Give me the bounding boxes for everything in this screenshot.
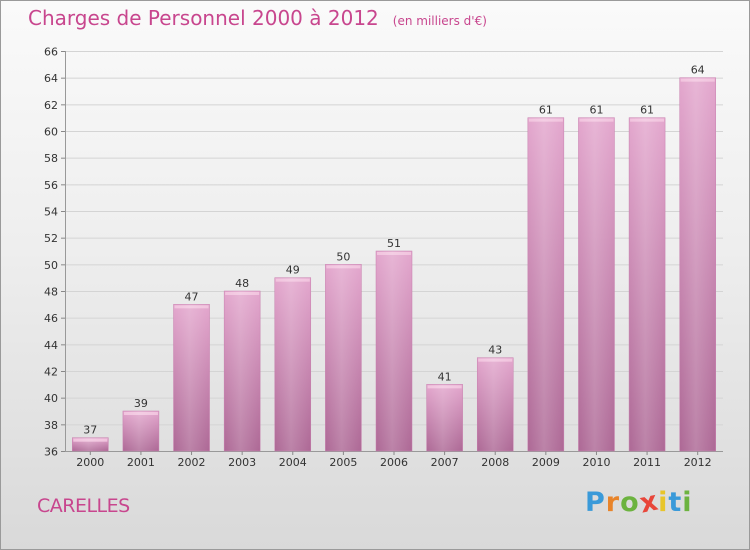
bar-sheen — [224, 291, 261, 451]
y-tick-label: 66 — [44, 46, 58, 59]
title-line: Charges de Personnel 2000 à 2012 (en mill… — [28, 6, 487, 30]
x-tick-label: 2012 — [684, 456, 712, 469]
logo-letter: t — [668, 487, 683, 518]
data-label: 61 — [640, 104, 654, 117]
bar-sheen — [274, 277, 311, 451]
x-tick-label: 2007 — [431, 456, 459, 469]
x-tick-label: 2006 — [380, 456, 408, 469]
logo-letter: P — [585, 487, 606, 518]
logo-letter: i — [682, 487, 693, 518]
bar-sheen — [629, 117, 666, 452]
y-tick-label: 38 — [44, 419, 58, 432]
data-label: 49 — [286, 264, 300, 277]
label-layer: 36 38 40 42 44 46 48 50 52 54 56 58 60 62 64 66 2000 37 20… — [44, 46, 712, 470]
bar-sheen — [122, 411, 159, 451]
commune-name: CARELLES — [37, 495, 130, 517]
bar-layer — [72, 77, 716, 452]
logo-letter: i — [658, 487, 669, 518]
y-tick-label: 56 — [44, 179, 58, 192]
x-tick-label: 2003 — [228, 456, 256, 469]
data-label: 51 — [387, 237, 401, 250]
y-tick-label: 52 — [44, 232, 58, 245]
y-tick-label: 36 — [44, 446, 58, 459]
y-tick-label: 50 — [44, 259, 58, 272]
chart-title: Charges de Personnel 2000 à 2012 — [28, 6, 379, 30]
logo-letter: o — [620, 487, 640, 518]
y-tick-label: 40 — [44, 392, 58, 405]
bar-sheen — [527, 117, 564, 452]
bar-sheen — [173, 304, 210, 451]
x-tick-label: 2009 — [532, 456, 560, 469]
x-tick-label: 2000 — [76, 456, 104, 469]
x-tick-label: 2004 — [279, 456, 307, 469]
chart-subtitle: (en milliers d'€) — [392, 14, 487, 28]
y-tick-label: 44 — [44, 339, 58, 352]
axis-layer — [61, 51, 723, 455]
data-label: 43 — [488, 344, 502, 357]
x-tick-label: 2002 — [178, 456, 206, 469]
logo-letter: r — [605, 487, 621, 518]
x-tick-label: 2010 — [582, 456, 610, 469]
data-label: 47 — [185, 290, 199, 303]
data-label: 61 — [589, 104, 603, 117]
bar-sheen — [426, 384, 463, 451]
y-tick-label: 54 — [44, 206, 58, 219]
x-tick-label: 2008 — [481, 456, 509, 469]
bar-sheen — [578, 117, 615, 452]
y-tick-label: 46 — [44, 312, 58, 325]
x-tick-label: 2011 — [633, 456, 661, 469]
y-tick-label: 58 — [44, 152, 58, 165]
x-tick-label: 2001 — [127, 456, 155, 469]
y-tick-label: 48 — [44, 286, 58, 299]
bar-sheen — [679, 77, 716, 452]
bar-sheen — [325, 264, 362, 451]
bar-sheen — [477, 357, 514, 451]
bar-sheen — [376, 251, 412, 451]
y-tick-label: 42 — [44, 366, 58, 379]
proxiti-logo[interactable]: Proxiti — [585, 485, 693, 519]
bar-sheen — [72, 437, 109, 451]
data-label: 48 — [235, 277, 249, 290]
y-tick-label: 62 — [44, 99, 58, 112]
data-label: 50 — [336, 250, 350, 263]
data-label: 64 — [691, 64, 705, 77]
y-tick-label: 60 — [44, 126, 58, 139]
data-label: 41 — [438, 370, 452, 383]
data-label: 37 — [83, 424, 97, 437]
data-label: 39 — [134, 397, 148, 410]
x-tick-label: 2005 — [329, 456, 357, 469]
y-tick-label: 64 — [44, 72, 58, 85]
data-label: 61 — [539, 104, 553, 117]
